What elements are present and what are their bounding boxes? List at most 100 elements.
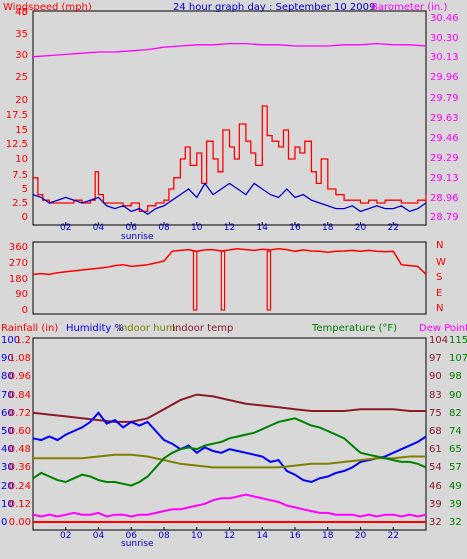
wind-tick-label: 45	[15, 7, 28, 18]
barometer-ticks: 28.79 28.96 29.13 29.29 29.46 29.63 29.79 29.96…	[430, 13, 459, 223]
humidity-tick-label: 20	[1, 481, 14, 492]
temp-series-line	[32, 393, 426, 423]
indoor-temp-tick-label: 32	[429, 517, 442, 528]
humidity-tick-label: 60	[1, 408, 14, 419]
x-tick-label: 18	[322, 223, 334, 233]
direction-series-line	[32, 247, 427, 276]
wind-tick-label: 30	[15, 50, 28, 61]
direction-series	[32, 247, 427, 311]
rainfall-tick-label: 0.72	[9, 408, 31, 419]
x-tick-label: 12	[224, 223, 235, 233]
temperature-tick-label: 115	[449, 335, 467, 346]
humidity-tick-label: 0	[1, 517, 7, 528]
rainfall-tick-label: 0.12	[9, 499, 31, 510]
direction-tick-label: 0	[22, 305, 28, 316]
rainfall-tick-label: 0.84	[9, 390, 31, 401]
humidity-tick-label: 30	[1, 462, 14, 473]
temp-series-line	[32, 493, 427, 518]
temperature-tick-label: 39	[449, 499, 462, 510]
humidity-tick-label: 40	[1, 444, 14, 455]
x-tick-label: 18	[322, 531, 334, 541]
direction-tick-label: 270	[9, 258, 28, 269]
temperature-tick-label: 90	[449, 390, 462, 401]
wind-tick-label: 5	[22, 184, 28, 195]
x-tick-label: 14	[257, 531, 269, 541]
temp-series-line	[33, 453, 426, 469]
barometer-tick-label: 29.46	[430, 133, 459, 144]
x-tick-label: 14	[257, 223, 269, 233]
x-tick-label: 06	[126, 223, 138, 233]
indoor-hum-legend: Indoor hum	[118, 323, 176, 334]
barometer-tick-label: 30.13	[430, 52, 459, 63]
wind-tick-label: 12.5	[6, 139, 28, 150]
panel-direction-frame	[32, 241, 427, 315]
barometer-tick-label: 30.30	[430, 33, 459, 44]
x-tick-label: 20	[355, 223, 367, 233]
rainfall-tick-label: 0.48	[9, 444, 31, 455]
rainfall-tick-label: 1.2	[15, 335, 31, 346]
chart-title: 24 hour graph day : September 10 2009	[173, 2, 375, 13]
compass-tick-label: S	[436, 272, 442, 283]
compass-tick-label: E	[436, 288, 442, 299]
rainfall-tick-label: 0.24	[9, 481, 31, 492]
indoor-temp-tick-label: 54	[429, 462, 442, 473]
wind-tick-label: 40	[15, 7, 28, 18]
wind-tick-label: 10	[15, 154, 28, 165]
temperature-ticks: 32 39 49 57 65 74 82 90 98 107 115	[449, 335, 467, 528]
wind-axis-label: Windspeed (mph)	[3, 2, 92, 13]
rainfall-tick-label: 0.60	[9, 426, 31, 437]
x-tick-label: 06	[126, 531, 138, 541]
direction-ticks: 0 90 180 270 360	[9, 242, 28, 316]
temperature-tick-label: 57	[449, 462, 462, 473]
sunrise-label-top: sunrise	[121, 232, 154, 242]
temperature-tick-label: 82	[449, 408, 462, 419]
barometer-tick-label: 29.63	[430, 113, 459, 124]
x-tick-label: 02	[60, 531, 71, 541]
x-tick-label: 08	[158, 223, 170, 233]
indoor-temp-tick-label: 46	[429, 481, 442, 492]
temp-x-ticks: 02 04 06 08 10 12 14 16 18 20 22	[60, 527, 399, 541]
barometer-tick-label: 29.79	[430, 93, 459, 104]
humidity-tick-label: 80	[1, 371, 14, 382]
dewpoint-legend: Dew Point	[419, 323, 467, 334]
x-tick-label: 04	[93, 223, 105, 233]
direction-calm-spike	[220, 250, 226, 311]
temperature-tick-label: 32	[449, 517, 462, 528]
indoor-temp-ticks: 32 39 46 54 61 68 75 83 90 97 104	[429, 335, 448, 528]
indoor-temp-tick-label: 39	[429, 499, 442, 510]
wind-series-line	[32, 42, 427, 58]
wind-tick-label: 17.5	[6, 110, 28, 121]
wind-x-ticks: 02 04 06 08 10 12 14 16 18 20 22	[60, 222, 399, 233]
x-tick-label: 16	[289, 223, 301, 233]
temperature-tick-label: 107	[449, 353, 467, 364]
temperature-tick-label: 98	[449, 371, 462, 382]
wind-tick-label: 7.5	[12, 170, 28, 181]
x-tick-label: 16	[289, 531, 301, 541]
rainfall-tick-label: 0.36	[9, 462, 31, 473]
barometer-tick-label: 30.46	[430, 13, 459, 24]
wind-series	[32, 42, 427, 215]
sunrise-label-bottom: sunrise	[121, 539, 154, 549]
x-tick-label: 08	[158, 531, 170, 541]
humidity-tick-label: 90	[1, 353, 14, 364]
humidity-tick-label: 50	[1, 426, 14, 437]
x-tick-label: 04	[93, 531, 105, 541]
wind-tick-label: 35	[15, 29, 28, 40]
wind-tick-label: 0	[22, 212, 28, 223]
temp-series-line	[32, 411, 427, 484]
direction-tick-label: 90	[15, 289, 28, 300]
indoor-temp-tick-label: 83	[429, 390, 442, 401]
x-tick-label: 10	[191, 223, 203, 233]
indoor-temp-legend: Indoor temp	[172, 323, 233, 334]
indoor-temp-tick-label: 90	[429, 371, 442, 382]
rainfall-tick-label: 1.08	[9, 353, 31, 364]
direction-calm-spike	[192, 250, 198, 311]
wind-series-line	[32, 182, 427, 215]
humidity-legend: Humidity %	[66, 323, 124, 334]
wind-series-line	[33, 105, 427, 213]
barometer-tick-label: 28.96	[430, 193, 459, 204]
compass-tick-label: W	[436, 257, 446, 268]
barometer-tick-label: 29.29	[430, 153, 459, 164]
